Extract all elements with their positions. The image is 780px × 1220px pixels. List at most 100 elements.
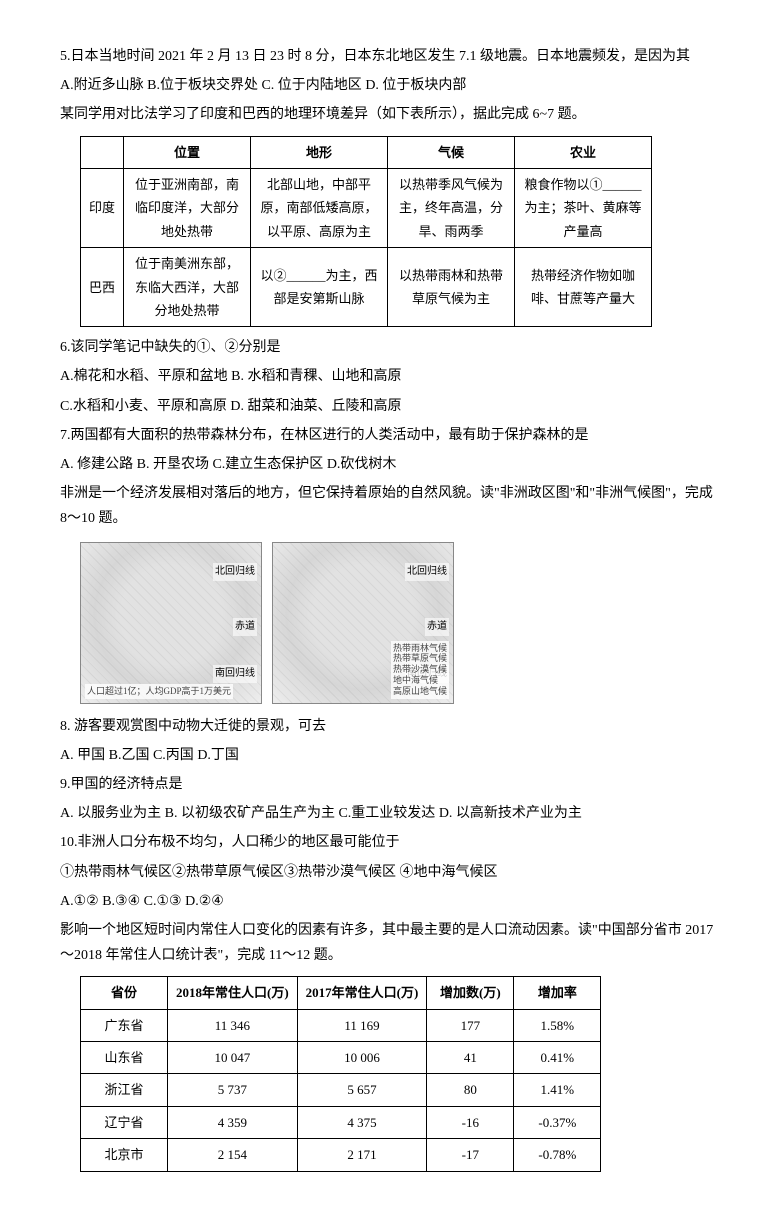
q6-optA: A.棉花和水稻、平原和盆地: [60, 369, 228, 384]
table-row: 辽宁省 4 359 4 375 -16 -0.37%: [81, 1106, 601, 1138]
q8-options: A. 甲国 B.乙国 C.丙国 D.丁国: [60, 743, 720, 768]
q10-optC: C.①③: [144, 894, 182, 909]
cell: 10 047: [168, 1042, 298, 1074]
map2-legend: 热带雨林气候 热带草原气候 热带沙漠气候 地中海气候 高原山地气候: [391, 641, 449, 699]
cell: 辽宁省: [81, 1106, 168, 1138]
row-brazil-agr: 热带经济作物如咖啡、甘蔗等产量大: [515, 248, 652, 327]
cell: 1.58%: [514, 1009, 601, 1041]
row-brazil-ter: 以②______为主，西部是安第斯山脉: [251, 248, 388, 327]
th-blank: [81, 136, 124, 168]
intro-810: 非洲是一个经济发展相对落后的地方，但它保持着原始的自然风貌。读"非洲政区图"和"…: [60, 481, 720, 531]
q9-optD: D. 以高新技术产业为主: [439, 806, 582, 821]
q6-options-line1: A.棉花和水稻、平原和盆地 B. 水稻和青稞、山地和高原: [60, 364, 720, 389]
map2-equator: 赤道: [425, 618, 449, 636]
cell: -16: [427, 1106, 514, 1138]
q10-optB: B.③④: [102, 894, 140, 909]
q5-optD: D. 位于板块内部: [365, 78, 466, 93]
q10-optA: A.①②: [60, 894, 99, 909]
legend-item: 地中海气候: [393, 675, 447, 686]
q9-stem: 9.甲国的经济特点是: [60, 772, 720, 797]
q8-stem: 8. 游客要观赏图中动物大迁徙的景观，可去: [60, 714, 720, 739]
intro-1112: 影响一个地区短时间内常住人口变化的因素有许多，其中最主要的是人口流动因素。读"中…: [60, 918, 720, 968]
cell: 浙江省: [81, 1074, 168, 1106]
q8-optB: B.乙国: [109, 748, 150, 763]
cell: 5 657: [297, 1074, 427, 1106]
map2-tropic-n: 北回归线: [405, 563, 449, 581]
cell: 山东省: [81, 1042, 168, 1074]
q9-options: A. 以服务业为主 B. 以初级农矿产品生产为主 C.重工业较发达 D. 以高新…: [60, 801, 720, 826]
q7-optC: C.建立生态保护区: [212, 457, 323, 472]
th-terrain: 地形: [251, 136, 388, 168]
row-india-cli: 以热带季风气候为主，终年高温，分旱、雨两季: [388, 168, 515, 247]
cell: 北京市: [81, 1139, 168, 1171]
row-brazil-cli: 以热带雨林和热带草原气候为主: [388, 248, 515, 327]
q7-optD: D.砍伐树木: [327, 457, 397, 472]
th-2017: 2017年常住人口(万): [297, 977, 427, 1009]
q10-optD: D.②④: [185, 894, 224, 909]
cell: 11 169: [297, 1009, 427, 1041]
q9-optC: C.重工业较发达: [338, 806, 435, 821]
q8-optD: D.丁国: [197, 748, 239, 763]
table-row: 浙江省 5 737 5 657 80 1.41%: [81, 1074, 601, 1106]
q6-optC: C.水稻和小麦、平原和高原: [60, 399, 227, 414]
cell: 2 154: [168, 1139, 298, 1171]
india-brazil-table: 位置 地形 气候 农业 印度 位于亚洲南部，南临印度洋，大部分地处热带 北部山地…: [80, 136, 652, 328]
q8-optA: A. 甲国: [60, 748, 105, 763]
q6-options-line2: C.水稻和小麦、平原和高原 D. 甜菜和油菜、丘陵和高原: [60, 394, 720, 419]
legend-item: 热带草原气候: [393, 653, 447, 664]
row-india-agr: 粮食作物以①______为主；茶叶、黄麻等产量高: [515, 168, 652, 247]
th-agri: 农业: [515, 136, 652, 168]
q5-optB: B.位于板块交界处: [147, 78, 258, 93]
table-row: 北京市 2 154 2 171 -17 -0.78%: [81, 1139, 601, 1171]
intro-67: 某同学用对比法学习了印度和巴西的地理环境差异（如下表所示），据此完成 6~7 题…: [60, 102, 720, 127]
q7-optA: A. 修建公路: [60, 457, 133, 472]
q5-stem: 5.日本当地时间 2021 年 2 月 13 日 23 时 8 分，日本东北地区…: [60, 44, 720, 69]
cell: 80: [427, 1074, 514, 1106]
table-row: 巴西 位于南美洲东部，东临大西洋，大部分地处热带 以②______为主，西部是安…: [81, 248, 652, 327]
cell: -0.37%: [514, 1106, 601, 1138]
q6-stem: 6.该同学笔记中缺失的①、②分别是: [60, 335, 720, 360]
table-row: 印度 位于亚洲南部，南临印度洋，大部分地处热带 北部山地，中部平原，南部低矮高原…: [81, 168, 652, 247]
africa-maps: 北回归线 赤道 南回归线 人口超过1亿；人均GDP高于1万美元 北回归线 赤道 …: [80, 542, 720, 704]
th-prov: 省份: [81, 977, 168, 1009]
cell: 41: [427, 1042, 514, 1074]
cell: 2 171: [297, 1139, 427, 1171]
map1-equator: 赤道: [233, 618, 257, 636]
th-climate: 气候: [388, 136, 515, 168]
q10-stem1: 10.非洲人口分布极不均匀，人口稀少的地区最可能位于: [60, 830, 720, 855]
q9-optB: B. 以初级农矿产品生产为主: [165, 806, 335, 821]
th-inc: 增加数(万): [427, 977, 514, 1009]
population-table: 省份 2018年常住人口(万) 2017年常住人口(万) 增加数(万) 增加率 …: [80, 976, 601, 1171]
q8-optC: C.丙国: [153, 748, 194, 763]
row-india-loc: 位于亚洲南部，南临印度洋，大部分地处热带: [124, 168, 251, 247]
cell: 10 006: [297, 1042, 427, 1074]
row-india-ter: 北部山地，中部平原，南部低矮高原，以平原、高原为主: [251, 168, 388, 247]
cell: 11 346: [168, 1009, 298, 1041]
q10-stem2: ①热带雨林气候区②热带草原气候区③热带沙漠气候区 ④地中海气候区: [60, 860, 720, 885]
cell: 0.41%: [514, 1042, 601, 1074]
row-india-name: 印度: [81, 168, 124, 247]
q7-stem: 7.两国都有大面积的热带森林分布，在林区进行的人类活动中，最有助于保护森林的是: [60, 423, 720, 448]
row-brazil-name: 巴西: [81, 248, 124, 327]
cell: -17: [427, 1139, 514, 1171]
cell: 广东省: [81, 1009, 168, 1041]
cell: 5 737: [168, 1074, 298, 1106]
cell: 4 375: [297, 1106, 427, 1138]
africa-political-map: 北回归线 赤道 南回归线 人口超过1亿；人均GDP高于1万美元: [80, 542, 262, 704]
row-brazil-loc: 位于南美洲东部，东临大西洋，大部分地处热带: [124, 248, 251, 327]
cell: 4 359: [168, 1106, 298, 1138]
q5-options: A.附近多山脉 B.位于板块交界处 C. 位于内陆地区 D. 位于板块内部: [60, 73, 720, 98]
q7-options: A. 修建公路 B. 开垦农场 C.建立生态保护区 D.砍伐树木: [60, 452, 720, 477]
th-2018: 2018年常住人口(万): [168, 977, 298, 1009]
q9-optA: A. 以服务业为主: [60, 806, 161, 821]
legend-item: 热带沙漠气候: [393, 664, 447, 675]
q5-optA: A.附近多山脉: [60, 78, 144, 93]
cell: 1.41%: [514, 1074, 601, 1106]
map1-tropic-n: 北回归线: [213, 563, 257, 581]
q6-optB: B. 水稻和青稞、山地和高原: [231, 369, 401, 384]
map1-legend: 人口超过1亿；人均GDP高于1万美元: [85, 684, 233, 699]
cell: -0.78%: [514, 1139, 601, 1171]
th-rate: 增加率: [514, 977, 601, 1009]
th-location: 位置: [124, 136, 251, 168]
q6-optD: D. 甜菜和油菜、丘陵和高原: [230, 399, 401, 414]
